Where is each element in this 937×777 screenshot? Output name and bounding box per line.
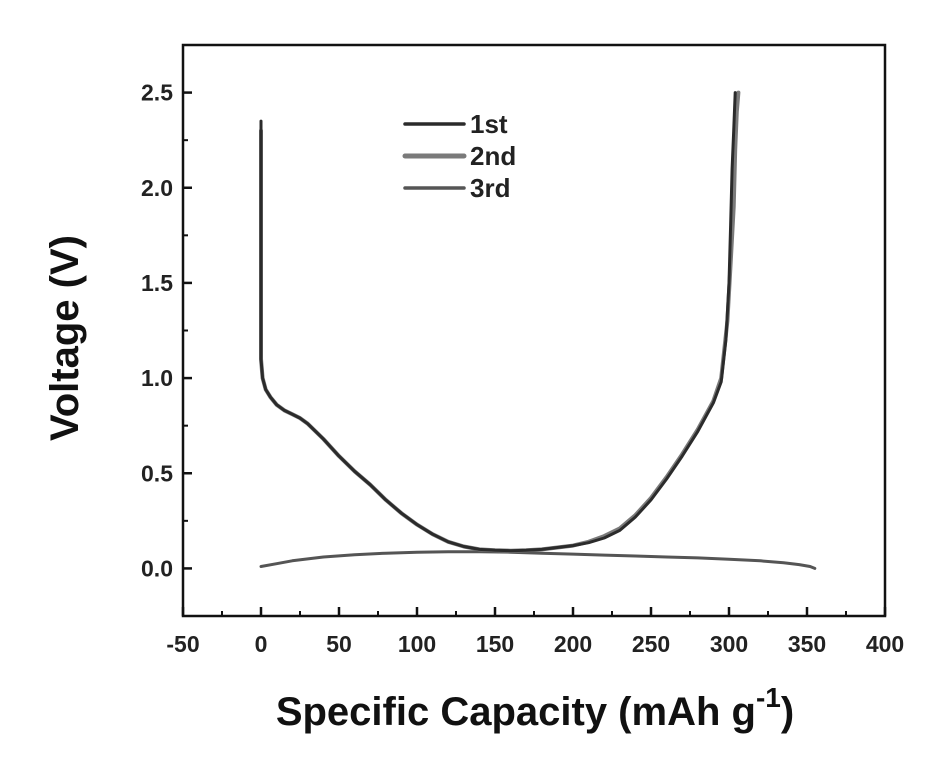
x-tick-label: 250 [632, 631, 670, 657]
x-axis-title-superscript: -1 [756, 682, 781, 713]
plot-frame [181, 43, 887, 618]
x-tick-label: 100 [398, 631, 436, 657]
legend-label-2nd: 2nd [470, 141, 516, 171]
y-tick-label: 0.5 [141, 460, 173, 486]
axis-ticks: -50 0 50 100 150 200 250 300 350 400 0.0 0.5 1.0 1.5 2… [141, 80, 904, 657]
x-tick-label: 0 [255, 631, 268, 657]
x-tick-label: 50 [326, 631, 352, 657]
y-tick-label: 1.5 [141, 270, 173, 296]
series-layer [259, 90, 817, 570]
x-axis-title-main: Specific Capacity (mAh g [276, 690, 756, 734]
series-line-1st [259, 91, 737, 553]
legend-label-1st: 1st [470, 109, 508, 139]
x-tick-label: -50 [166, 631, 199, 657]
y-tick-label: 2.0 [141, 175, 173, 201]
y-axis-title: Voltage (V) [43, 235, 87, 441]
legend-label-3rd: 3rd [470, 173, 510, 203]
x-tick-label: 350 [788, 631, 826, 657]
x-tick-label: 400 [866, 631, 904, 657]
x-tick-label: 150 [476, 631, 514, 657]
series-line-3rd [259, 550, 817, 570]
x-tick-label: 200 [554, 631, 592, 657]
y-tick-label: 2.5 [141, 80, 173, 106]
x-tick-label: 300 [710, 631, 748, 657]
x-axis-title: Specific Capacity (mAh g-1) [276, 682, 794, 734]
y-tick-label: 1.0 [141, 365, 173, 391]
y-tick-label: 0.0 [141, 555, 173, 581]
x-axis-title-suffix: ) [781, 690, 794, 734]
